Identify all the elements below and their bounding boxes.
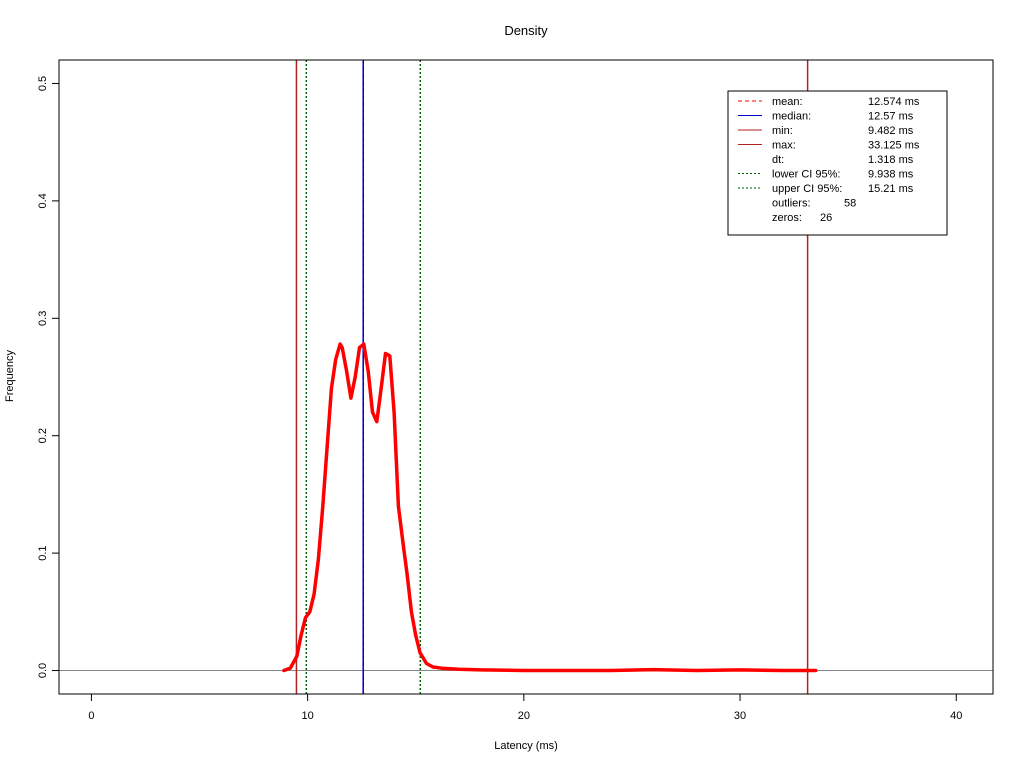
x-tick-label: 30 bbox=[734, 710, 746, 722]
legend-entry-label: upper CI 95%: bbox=[772, 183, 842, 195]
x-tick-label: 0 bbox=[88, 710, 94, 722]
y-axis-label: Frequency bbox=[4, 350, 16, 402]
density-curve-0 bbox=[282, 342, 818, 673]
legend-entry-label: median: bbox=[772, 111, 811, 123]
legend-entry-value: 12.57 ms bbox=[868, 111, 914, 123]
y-tick-label: 0.4 bbox=[37, 193, 49, 208]
legend-entry-label: min: bbox=[772, 125, 793, 137]
legend-entry-label: outliers: bbox=[772, 198, 811, 210]
chart-title: Density bbox=[504, 23, 548, 38]
legend-entry-value: 26 bbox=[820, 212, 832, 224]
legend-entry-value: 58 bbox=[844, 198, 856, 210]
legend-entry-value: 15.21 ms bbox=[868, 183, 914, 195]
y-tick-label: 0.0 bbox=[37, 663, 49, 678]
x-tick-label: 10 bbox=[302, 710, 314, 722]
legend-entry-label: zeros: bbox=[772, 212, 802, 224]
legend-entry-value: 12.574 ms bbox=[868, 96, 920, 108]
legend: mean: 12.574 ms median: 12.57 ms min: 9.482 m… bbox=[727, 90, 948, 236]
legend-entry-value: 9.482 ms bbox=[868, 125, 914, 137]
y-tick-label: 0.5 bbox=[37, 76, 49, 91]
legend-box bbox=[727, 90, 948, 236]
y-tick-label: 0.2 bbox=[37, 428, 49, 443]
plot-frame bbox=[58, 59, 994, 695]
y-tick-label: 0.3 bbox=[37, 311, 49, 326]
legend-entry-label: mean: bbox=[772, 96, 803, 108]
y-tick-label: 0.1 bbox=[37, 545, 49, 560]
plot-area: 0 10 20 30 40 0.0 0.1 0.2 0.3 0.4 0.5 mean: 12.574 m… bbox=[37, 59, 994, 722]
x-tick-label: 40 bbox=[950, 710, 962, 722]
legend-entry-value: 33.125 ms bbox=[868, 140, 920, 152]
legend-entry-label: max: bbox=[772, 140, 796, 152]
legend-entry-value: 1.318 ms bbox=[868, 154, 914, 166]
legend-entry-label: dt: bbox=[772, 154, 784, 166]
x-tick-label: 20 bbox=[518, 710, 530, 722]
legend-entry-label: lower CI 95%: bbox=[772, 169, 840, 181]
legend-entry-value: 9.938 ms bbox=[868, 169, 914, 181]
x-axis-label: Latency (ms) bbox=[494, 740, 558, 752]
